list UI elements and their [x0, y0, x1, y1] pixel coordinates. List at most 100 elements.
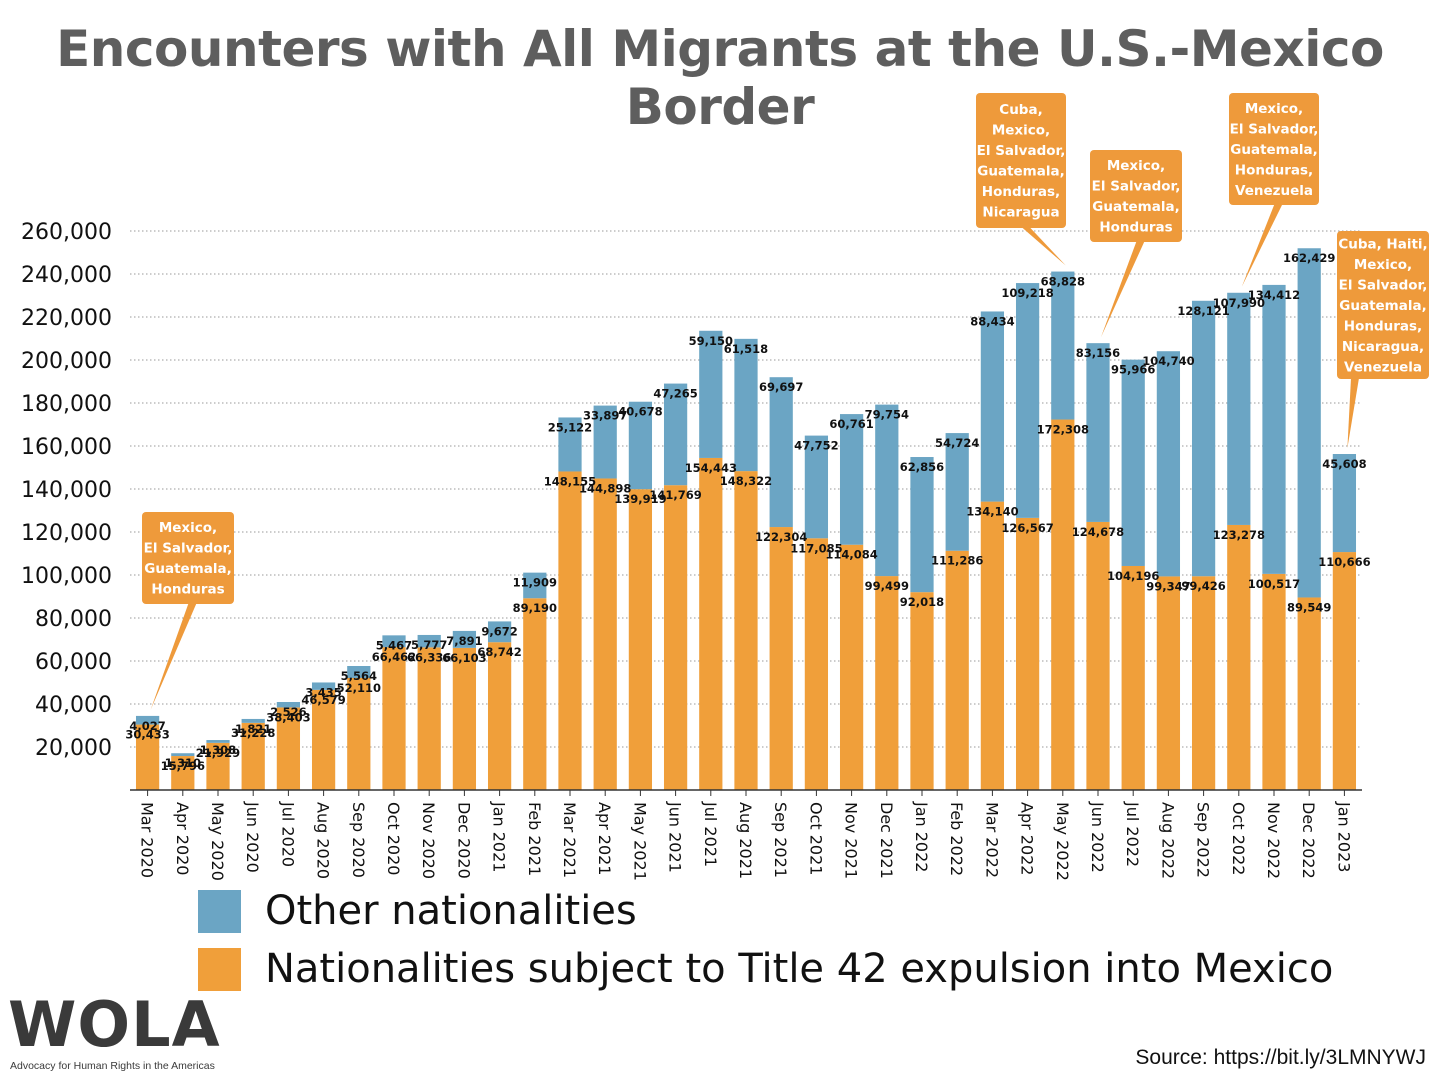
callout-text: Cuba, Haiti, [1338, 236, 1427, 252]
callout: Mexico, El Salvador, Guatemala, Honduras [142, 512, 234, 710]
data-label-title42: 15,796 [161, 759, 205, 773]
x-tick-label: Dec 2022 [1299, 802, 1318, 879]
bar-other [1297, 248, 1321, 598]
data-label-title42: 89,549 [1287, 600, 1331, 614]
bar-title42 [663, 485, 688, 790]
data-label-other: 104,740 [1142, 354, 1194, 368]
y-tick-label: 160,000 [21, 435, 112, 460]
data-label-title42: 21,929 [196, 746, 240, 760]
callout-text: Cuba, [999, 102, 1042, 118]
data-label-title42: 100,517 [1248, 577, 1300, 591]
x-tick-label: Jul 2020 [278, 801, 297, 867]
data-label-other: 5,777 [411, 638, 447, 652]
bar-other [311, 682, 336, 690]
logo-wordmark: WOLA [8, 988, 221, 1061]
data-label-title42: 110,666 [1318, 555, 1370, 569]
bar-title42 [558, 471, 582, 790]
data-label-other: 162,429 [1283, 251, 1335, 265]
bar-title42 [206, 742, 230, 790]
bar-layer [135, 248, 1357, 790]
data-label-title42: 104,196 [1107, 569, 1159, 583]
bar-title42 [1297, 597, 1321, 790]
data-label-title42: 89,190 [513, 601, 557, 615]
callout-pointer [1241, 204, 1283, 287]
x-tick-label: Jan 2021 [490, 801, 509, 872]
data-label-title42: 126,567 [1001, 521, 1053, 535]
callout-pointer [1101, 241, 1145, 338]
bar-other [417, 634, 441, 648]
x-tick-label: Mar 2021 [560, 802, 579, 878]
data-label-other: 68,828 [1041, 275, 1085, 289]
data-label-other: 62,856 [900, 460, 944, 474]
data-label-other: 11,909 [513, 576, 557, 590]
bar-title42 [734, 471, 758, 790]
callout-box [1337, 231, 1429, 379]
data-label-other: 47,752 [794, 439, 838, 453]
callout-text: El Salvador, [1230, 121, 1319, 137]
bar-other [276, 702, 301, 708]
legend-label-other: Other nationalities [265, 888, 637, 934]
bar-title42 [417, 647, 441, 790]
x-tick-label: Nov 2021 [842, 802, 861, 879]
data-label-title42: 122,304 [755, 530, 807, 544]
x-tick-label: Jun 2020 [243, 801, 262, 873]
bar-other [1262, 284, 1286, 574]
bar-other [875, 404, 899, 577]
x-tick-label: Nov 2022 [1264, 802, 1283, 879]
x-tick-label: Jan 2022 [912, 801, 931, 872]
callout-box [1090, 150, 1182, 242]
x-tick-label: Sep 2022 [1194, 802, 1213, 878]
x-tick-label: Aug 2021 [736, 802, 755, 879]
data-label-other: 107,990 [1213, 296, 1265, 310]
bar-title42 [1332, 552, 1357, 790]
data-label-title42: 31,228 [231, 726, 275, 740]
legend-swatch-title42 [198, 947, 241, 991]
callout-text: Honduras, [982, 184, 1060, 200]
bar-other [1191, 300, 1216, 577]
data-label-other: 134,412 [1248, 288, 1300, 302]
callout: Cuba, Haiti, Mexico, El Salvador, Guatemala… [1337, 231, 1429, 449]
logo-tagline: Advocacy for Human Rights in the America… [10, 1060, 215, 1072]
data-label-title42: 148,155 [544, 474, 596, 488]
data-label-title42: 154,443 [685, 461, 737, 475]
data-label-other: 59,150 [689, 334, 733, 348]
axis-layer: 20,000 40,000 60,000 80,000 100,000 120,000 14… [21, 220, 1362, 881]
chart-title: Encounters with All Migrants at the U.S.… [56, 20, 1384, 136]
bar-title42 [628, 489, 653, 790]
bar-title42 [171, 756, 195, 790]
legend-item-other: Other nationalities [198, 888, 637, 934]
callout-text: Mexico, [992, 123, 1050, 139]
data-label-other: 25,122 [548, 420, 592, 434]
bar-other [1051, 271, 1075, 420]
bar-title42 [1121, 565, 1145, 790]
x-tick-label: Apr 2022 [1018, 802, 1037, 875]
bar-other [135, 715, 160, 725]
data-label-title42: 52,110 [337, 681, 381, 695]
callout-text: Venezuela [1344, 359, 1422, 375]
data-label-title42: 139,919 [614, 492, 666, 506]
data-label-title42: 46,579 [301, 693, 345, 707]
bar-title42 [347, 677, 371, 790]
x-tick-label: May 2022 [1053, 802, 1072, 881]
callout-text: Guatemala, [977, 164, 1064, 180]
bar-title42 [487, 642, 512, 790]
data-label-other: 95,966 [1111, 363, 1155, 377]
x-tick-label: Dec 2020 [454, 802, 473, 879]
data-label-other: 1,310 [165, 756, 201, 770]
bar-other [663, 383, 688, 486]
bar-title42 [135, 724, 160, 790]
bar-other [699, 330, 723, 458]
data-label-other: 7,891 [446, 634, 482, 648]
callout-pointer [1347, 378, 1359, 449]
data-label-other: 109,218 [1001, 286, 1053, 300]
callout-text: Honduras, [1235, 162, 1313, 178]
data-label-title42: 99,499 [865, 579, 909, 593]
x-tick-label: Feb 2022 [947, 802, 966, 876]
x-tick-label: May 2021 [630, 802, 649, 881]
callout: Cuba, Mexico, El Salvador, Guatemala, Hondur… [976, 93, 1066, 266]
callout-box [142, 512, 234, 604]
bar-title42 [593, 478, 617, 790]
bar-other [1086, 343, 1110, 522]
bar-title42 [839, 544, 864, 790]
bar-other [734, 338, 758, 472]
